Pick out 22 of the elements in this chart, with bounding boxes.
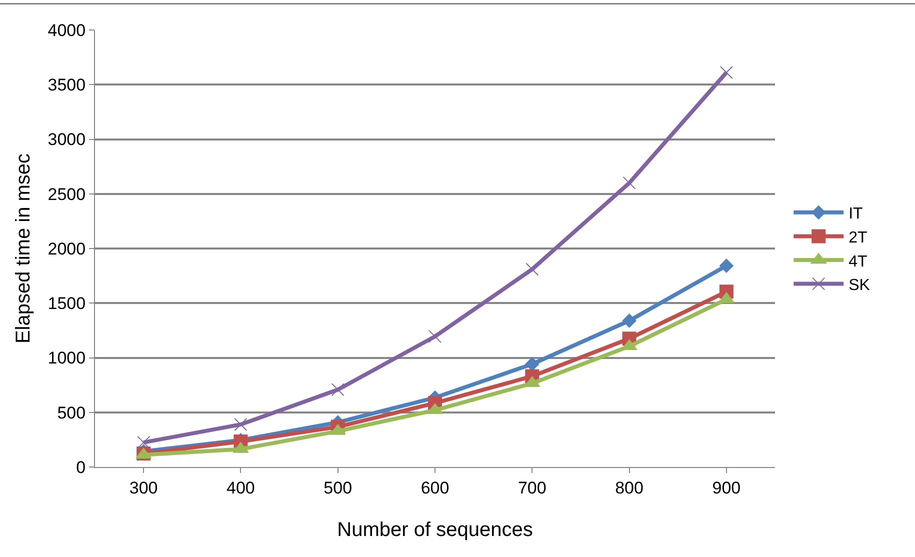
x-tick-label: 900 [712,478,741,498]
x-axis-title: Number of sequences [337,518,533,541]
y-tick-label: 3500 [48,76,86,95]
x-tick-label: 500 [324,478,352,498]
y-tick-label: 2000 [48,239,86,258]
x-tick-label: 700 [518,478,546,498]
x-tick-label: 300 [129,478,158,498]
y-tick-label: 0 [76,458,86,477]
legend-label: IT [848,206,864,223]
y-tick-label: 2500 [48,184,86,204]
legend-label: 2T [848,229,868,246]
y-tick-label: 4000 [48,20,86,40]
y-tick-label: 1500 [48,294,86,314]
x-tick-label: 600 [420,478,450,498]
y-tick-label: 500 [57,403,86,422]
y-tick-label: 1000 [48,348,86,368]
y-axis-title: Elapsed time in msec [12,153,34,344]
x-tick-label: 400 [226,478,255,498]
legend-label: SK [848,277,870,294]
x-tick-label: 800 [615,478,644,498]
y-tick-label: 3000 [48,130,86,150]
legend-label: 4T [848,253,868,270]
